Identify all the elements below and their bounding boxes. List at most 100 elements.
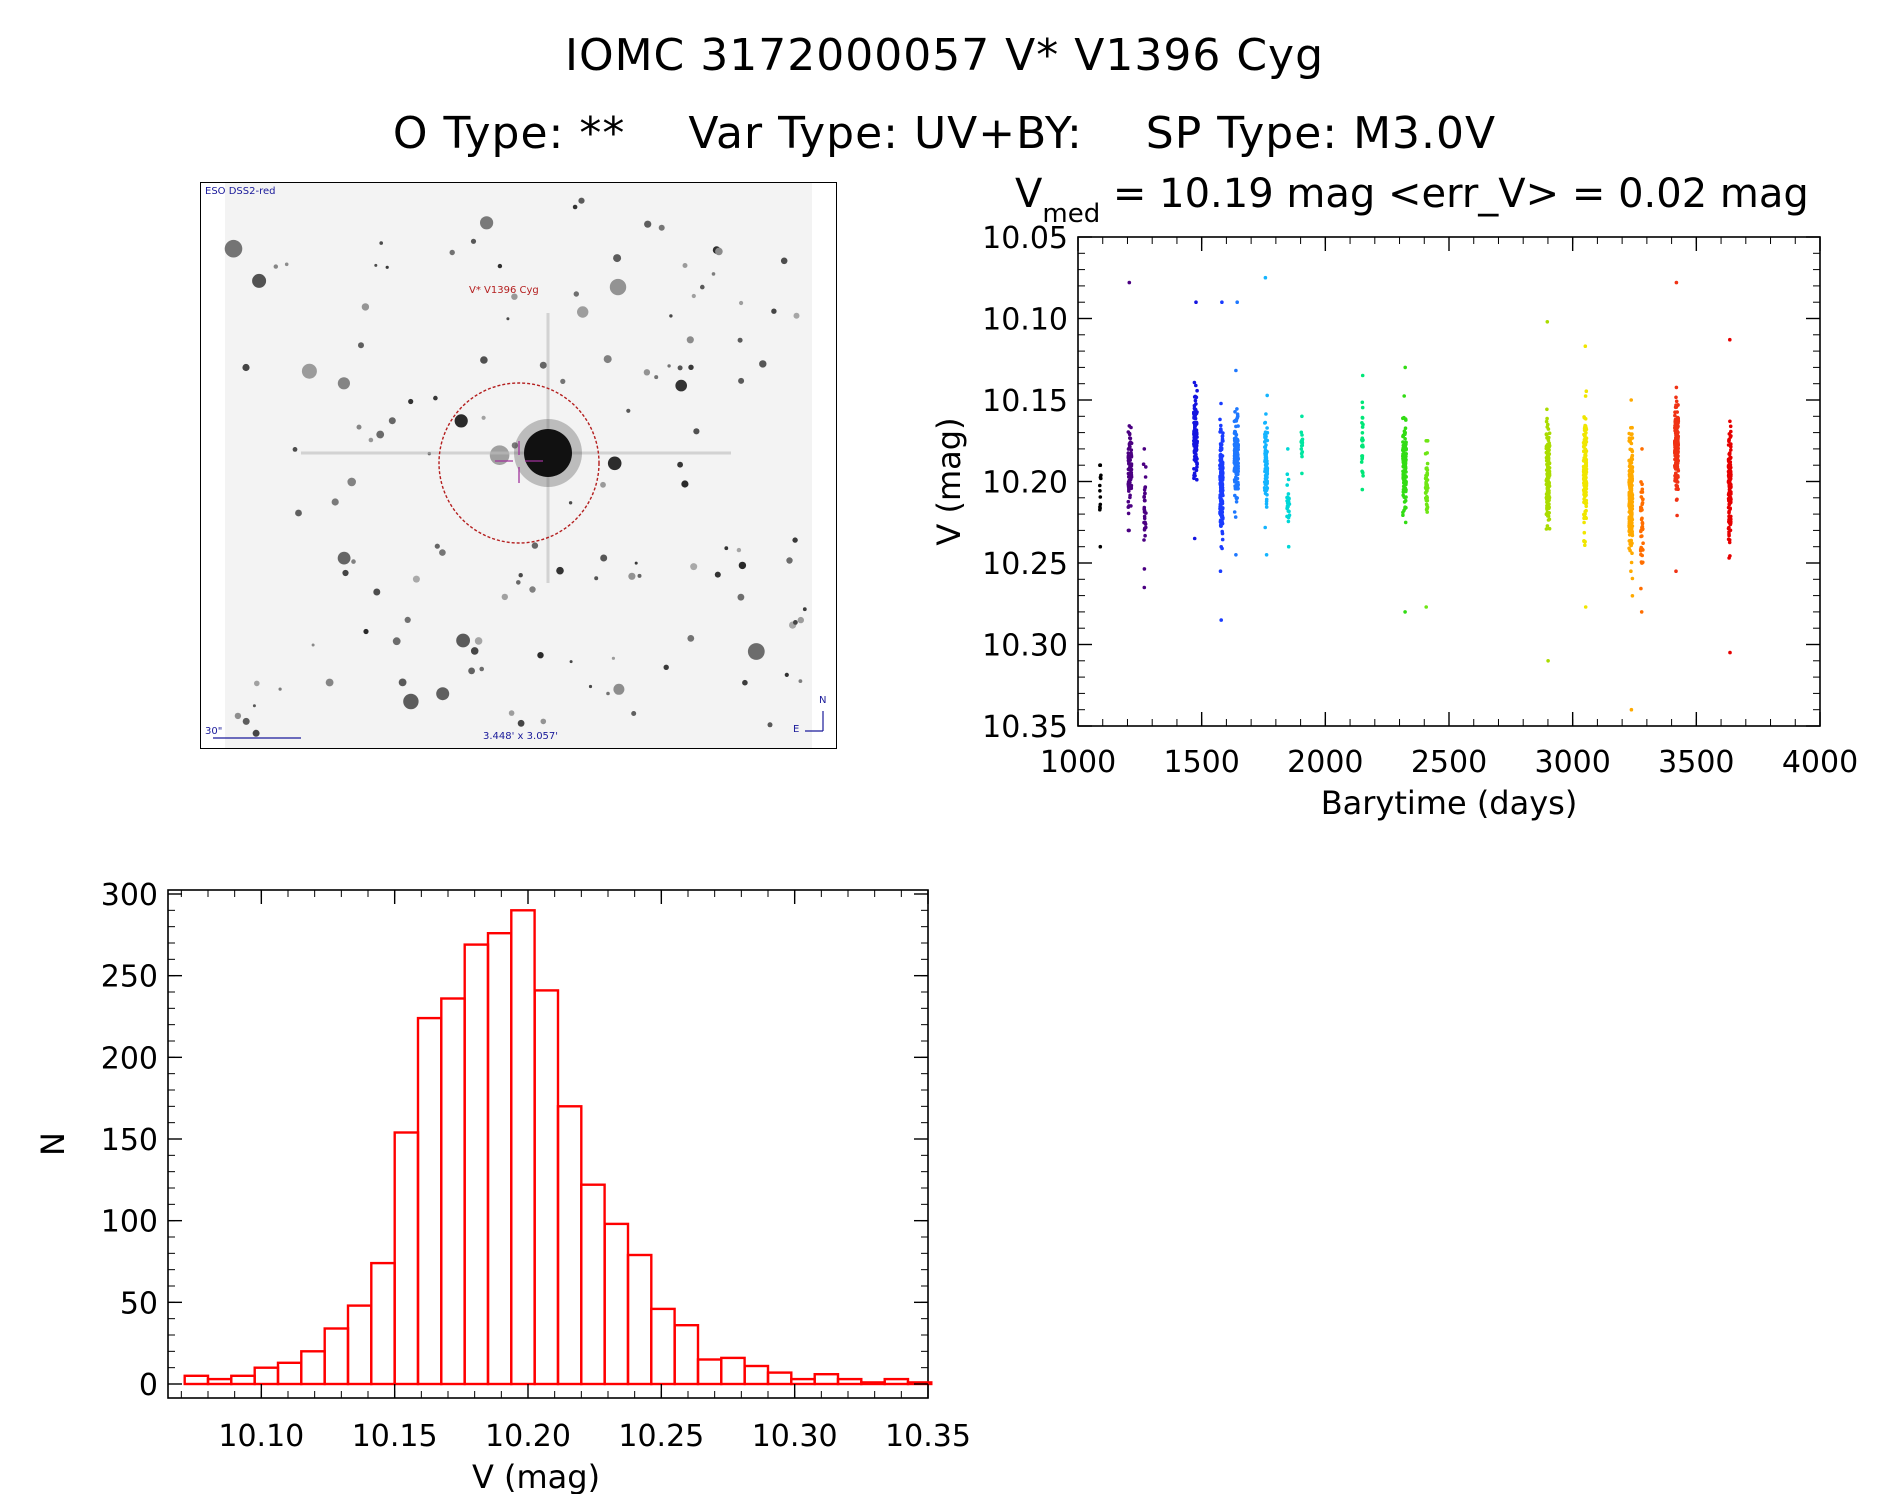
data-point [1194,448,1199,452]
data-point [1628,529,1632,533]
data-point [1675,458,1680,463]
data-point [1287,496,1291,501]
star [501,593,508,601]
data-point [1401,454,1405,458]
data-point [1286,447,1290,451]
data-point [1219,495,1223,499]
data-point [1547,480,1551,485]
data-point [1728,467,1732,472]
data-point [1236,482,1240,487]
data-point [1220,502,1224,506]
compass-east-label: E [793,724,800,735]
data-point [1630,457,1635,462]
data-point [1265,485,1269,490]
data-point [1584,431,1588,435]
data-point [1360,431,1365,435]
data-point [1630,455,1634,460]
data-point [1234,462,1238,466]
data-point [1263,473,1268,478]
data-point [1673,417,1678,422]
data-point [1545,506,1549,510]
data-point [1728,507,1732,511]
data-point [1674,427,1679,431]
data-point [1674,466,1678,471]
data-point [1143,491,1147,496]
data-point [1675,429,1679,434]
target-label: V* V1396 Cyg [469,285,539,296]
data-point [1233,515,1238,519]
data-point [1674,487,1679,491]
data-point [1234,486,1239,491]
data-point [1630,469,1634,474]
data-point [1287,513,1292,517]
data-point [1546,502,1551,506]
data-point [1299,451,1304,456]
data-point [1300,443,1305,448]
data-point [1142,528,1147,532]
data-point [1219,476,1224,481]
data-point [1404,446,1408,451]
data-point [1629,498,1633,503]
data-point [1265,481,1269,485]
data-point [1360,416,1365,420]
data-point [1265,493,1269,497]
data-point [1218,518,1223,523]
data-point [1219,463,1224,468]
star [242,717,250,725]
data-point [1425,461,1430,466]
data-point [1727,492,1732,497]
data-point [1402,476,1407,481]
data-point [1220,483,1225,488]
data-point [1581,444,1586,449]
data-point [1545,478,1550,483]
data-point [1673,463,1678,467]
data-point [1629,516,1634,521]
data-point [1219,511,1223,515]
data-point [1195,435,1199,439]
data-point [1639,586,1643,591]
data-point [1401,510,1405,515]
data-point [1220,490,1224,495]
data-point [1676,455,1680,459]
data-point [1545,482,1549,486]
data-point [1726,457,1731,462]
data-point [1583,424,1588,428]
data-point [1192,439,1196,443]
data-point [1264,470,1269,475]
data-point [1234,441,1239,445]
data-point [1404,475,1408,479]
data-point [1263,449,1268,453]
data-point [1583,447,1588,452]
data-point [1404,452,1408,456]
data-point [1219,459,1224,464]
data-point [1582,481,1586,486]
data-point [1582,467,1586,471]
data-point [1729,465,1733,470]
histogram-y-axis-label: N [34,1132,72,1156]
data-point [1545,500,1549,505]
finder-star-field [201,183,836,748]
data-point [1263,477,1268,481]
data-point [1129,467,1134,472]
data-point [1233,450,1238,455]
data-point [1403,365,1407,370]
data-point [1582,515,1587,519]
data-point [1142,498,1147,503]
light-curve-points [1098,275,1733,712]
data-point [1630,483,1634,488]
data-point [1674,453,1678,457]
data-point [1235,461,1239,466]
data-point [1544,496,1549,500]
data-point [1583,453,1587,457]
data-point [1144,525,1148,530]
data-point [1630,517,1635,522]
data-point [1424,478,1429,483]
data-point [1674,465,1678,470]
data-point [1629,500,1633,505]
data-point [1423,491,1428,495]
data-point [1629,707,1634,712]
data-point [1219,469,1224,474]
data-point [1403,465,1408,469]
data-point [1673,441,1678,446]
star [737,337,743,343]
